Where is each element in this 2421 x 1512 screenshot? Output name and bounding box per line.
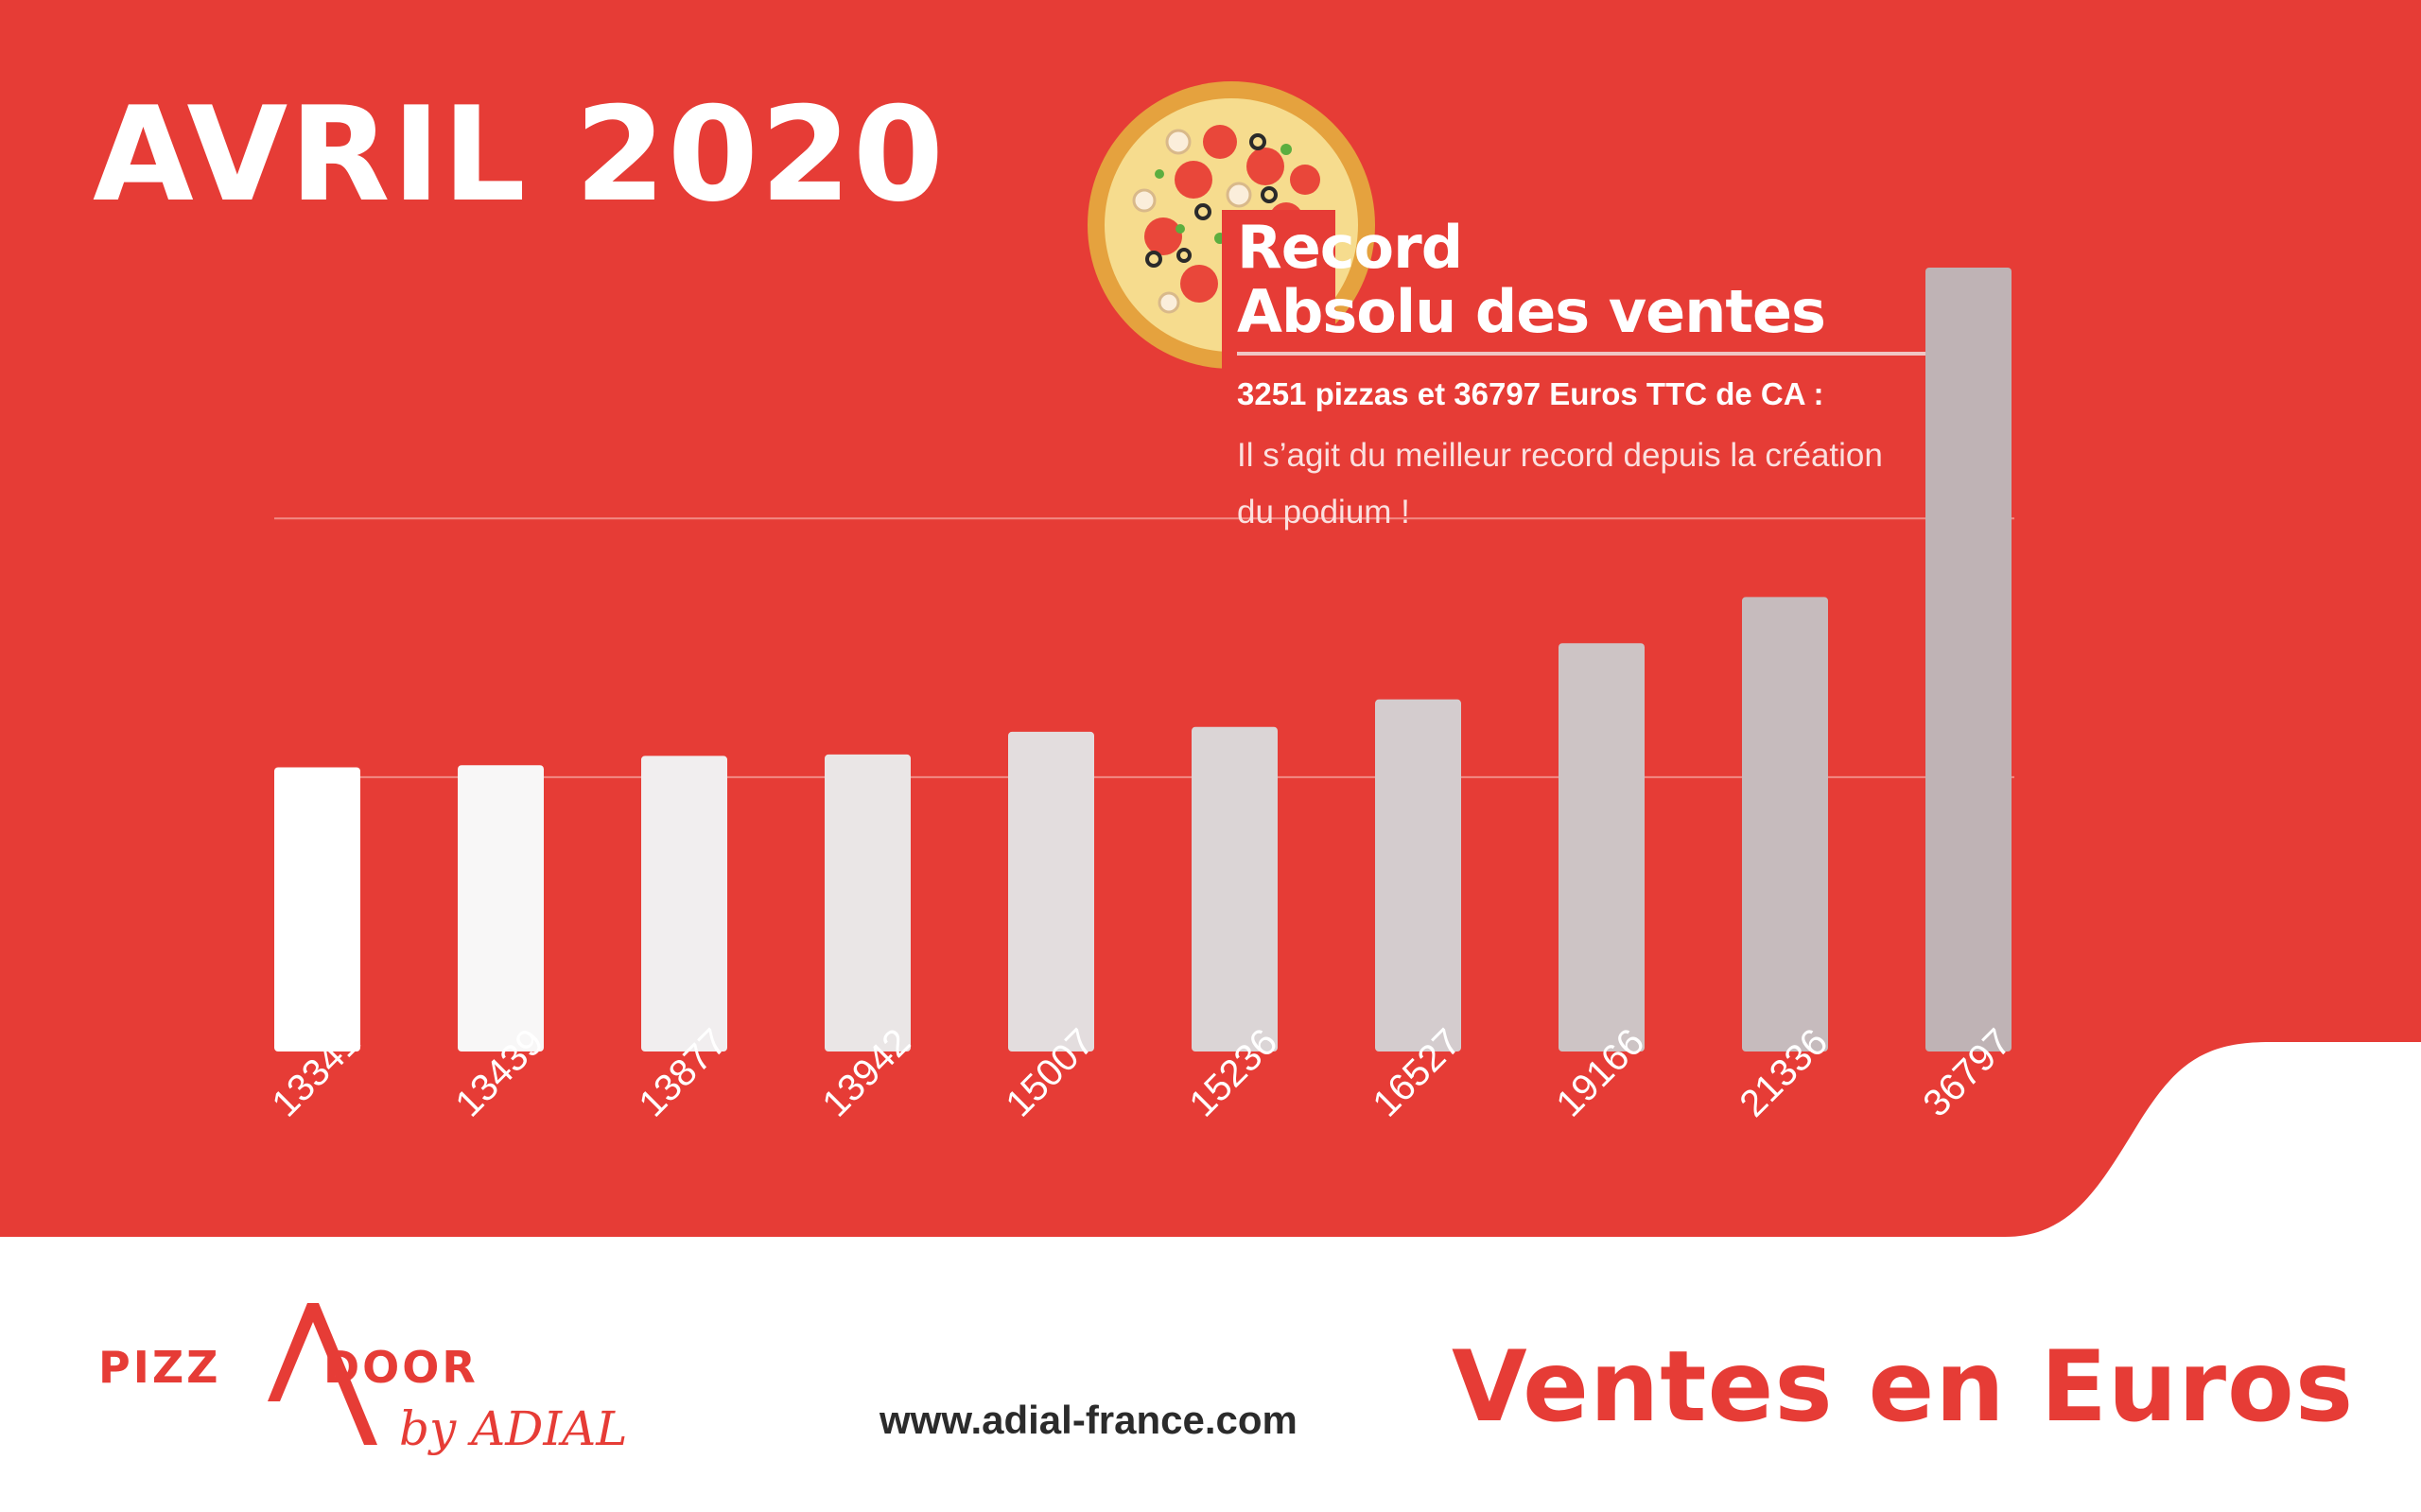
bar-19166 xyxy=(1559,643,1645,1051)
pizza-illustration xyxy=(1088,81,1375,371)
pizzadoor-logo: PIZZ DOOR by ADIAL xyxy=(98,1303,627,1456)
svg-text:DOOR: DOOR xyxy=(323,1342,479,1393)
bar-13942 xyxy=(825,754,911,1051)
page-title: AVRIL 2020 xyxy=(93,78,946,231)
svg-text:PIZZ: PIZZ xyxy=(98,1342,221,1393)
bar-13877 xyxy=(641,756,727,1051)
record-description: Il s’agit du meilleur record depuis la c… xyxy=(1237,437,1883,530)
record-title-line2: Absolu des ventes xyxy=(1237,277,1826,346)
chart-bars xyxy=(274,268,2012,1051)
record-title-line1: Record xyxy=(1237,213,1463,282)
bar-21336 xyxy=(1742,597,1828,1051)
bar-13439 xyxy=(458,765,544,1051)
chart-footer-title: Ventes en Euros xyxy=(1452,1330,2355,1444)
bar-16527 xyxy=(1375,699,1461,1051)
bar-36797 xyxy=(1925,268,2012,1051)
record-summary: 3251 pizzas et 36797 Euros TTC de CA : xyxy=(1237,376,1824,411)
bar-13341 xyxy=(274,767,360,1051)
chart-grid xyxy=(274,517,2014,778)
website-url: www.adial-france.com xyxy=(880,1398,1298,1442)
record-title: Record Absolu des ventes xyxy=(1237,213,1826,346)
bar-15007 xyxy=(1008,731,1094,1051)
record-divider xyxy=(1237,352,1925,356)
bar-15236 xyxy=(1192,726,1278,1051)
svg-text:by ADIAL: by ADIAL xyxy=(399,1401,627,1456)
